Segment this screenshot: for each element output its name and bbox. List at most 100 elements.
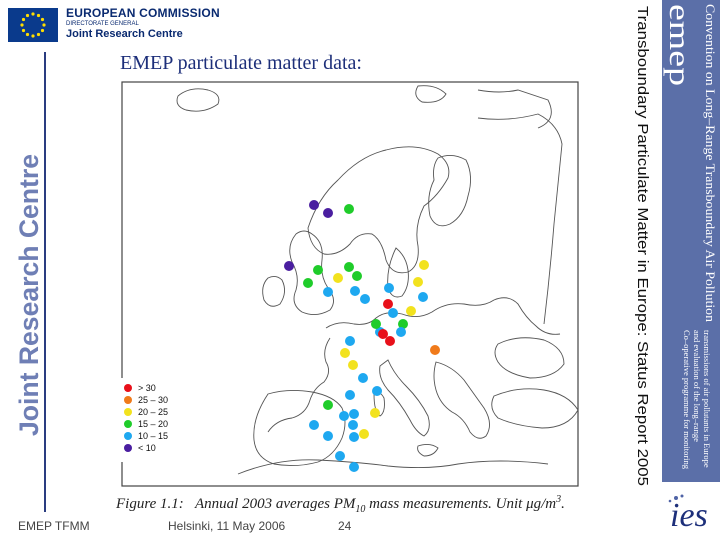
station-marker [378,329,388,339]
emep-logo-text: emep [663,4,696,86]
station-marker [323,431,333,441]
station-marker [385,336,395,346]
station-marker [339,411,349,421]
caption-text: Annual 2003 averages PM [195,496,356,512]
vertical-report-title-text: Transboundary Particulate Matter in Euro… [634,6,651,486]
station-marker [323,400,333,410]
legend-label: 25 – 30 [138,395,168,405]
station-marker [406,306,416,316]
figure-caption: Figure 1.1: Annual 2003 averages PM10 ma… [116,494,565,515]
eu-star [36,13,41,18]
station-marker [349,409,359,419]
ec-header: EUROPEAN COMMISSION DIRECTORATE GENERAL … [66,6,220,40]
left-divider [44,52,46,512]
station-marker [340,348,350,358]
station-marker [345,390,355,400]
station-marker [309,200,319,210]
legend-swatch [124,384,132,392]
legend-label: > 30 [138,383,156,393]
vertical-report-title: Transboundary Particulate Matter in Euro… [628,0,660,490]
caption-text-after: mass measurements. Unit μg/m [365,496,557,512]
station-marker [313,265,323,275]
emep-programme-line: Co–operative programme for monitoring [682,330,692,470]
station-marker [360,294,370,304]
slide-title: EMEP particulate matter data: [120,52,362,74]
emep-programme-line: and evaluation of the long–range [692,330,702,442]
eu-star [40,17,45,22]
station-marker [344,262,354,272]
eu-star [31,34,35,38]
ies-logo: ies [662,488,720,538]
emep-programme-line: transmissions of air pollutants in Europ… [702,330,712,468]
caption-end: . [561,496,565,512]
station-marker [309,420,319,430]
legend-swatch [124,408,132,416]
station-marker [349,432,359,442]
station-marker [370,408,380,418]
eu-star [40,28,45,33]
station-marker [323,287,333,297]
directorate-name: DIRECTORATE GENERAL [66,21,139,27]
station-marker [345,336,355,346]
emep-panel: emep Convention on Long–Range Transbound… [662,0,720,482]
eu-star [20,23,24,27]
station-marker [333,273,343,283]
station-marker [372,386,382,396]
station-marker [348,360,358,370]
legend-label: < 10 [138,443,156,453]
stations-layer [284,200,440,472]
pm10-map: > 30 25 – 30 20 – 25 15 – 20 10 – 15 < 10 [118,78,580,490]
eu-star [25,13,30,18]
station-marker [384,283,394,293]
footer-page-number: 24 [338,519,352,533]
station-marker [398,319,408,329]
legend-label: 10 – 15 [138,431,168,441]
map-frame [121,81,579,487]
station-marker [303,278,313,288]
legend-swatch [124,444,132,452]
station-marker [349,462,359,472]
jrc-vertical-text: Joint Research Centre [14,154,44,436]
caption-figure-label: Figure 1.1: [116,496,184,512]
station-marker [371,319,381,329]
eu-star [25,32,30,37]
legend-swatch [124,420,132,428]
organization-name: EUROPEAN COMMISSION [66,6,220,20]
station-marker [352,271,362,281]
station-marker [396,327,406,337]
station-marker [350,286,360,296]
footer-event: EMEP TFMM [18,519,90,533]
caption-subscript: 10 [355,504,366,515]
coastlines [176,85,579,475]
eu-star [42,23,46,27]
legend: > 30 25 – 30 20 – 25 15 – 20 10 – 15 < 10 [120,378,176,462]
emep-convention-text: Convention on Long–Range Transboundary A… [703,4,718,323]
ies-logo-text: ies [670,497,708,534]
station-marker [359,429,369,439]
eu-star [36,32,41,37]
station-marker [344,204,354,214]
station-marker [284,261,294,271]
caption-superscript: 3 [556,494,562,505]
station-marker [388,308,398,318]
station-marker [358,373,368,383]
legend-label: 20 – 25 [138,407,168,417]
station-marker [348,420,358,430]
footer-place-date: Helsinki, 11 May 2006 [168,519,286,533]
station-marker [419,260,429,270]
station-marker [418,292,428,302]
station-marker [335,451,345,461]
station-marker [323,208,333,218]
station-marker [413,277,423,287]
eu-star [31,12,35,16]
legend-label: 15 – 20 [138,419,168,429]
legend-swatch [124,432,132,440]
emep-programme-text: Co–operative programme for monitoring and… [682,330,712,470]
jrc-vertical-banner: Joint Research Centre [6,150,46,440]
eu-flag-icon [8,8,58,42]
legend-swatch [124,396,132,404]
station-marker [383,299,393,309]
eu-star [21,17,26,22]
station-marker [430,345,440,355]
centre-name: Joint Research Centre [66,28,183,40]
